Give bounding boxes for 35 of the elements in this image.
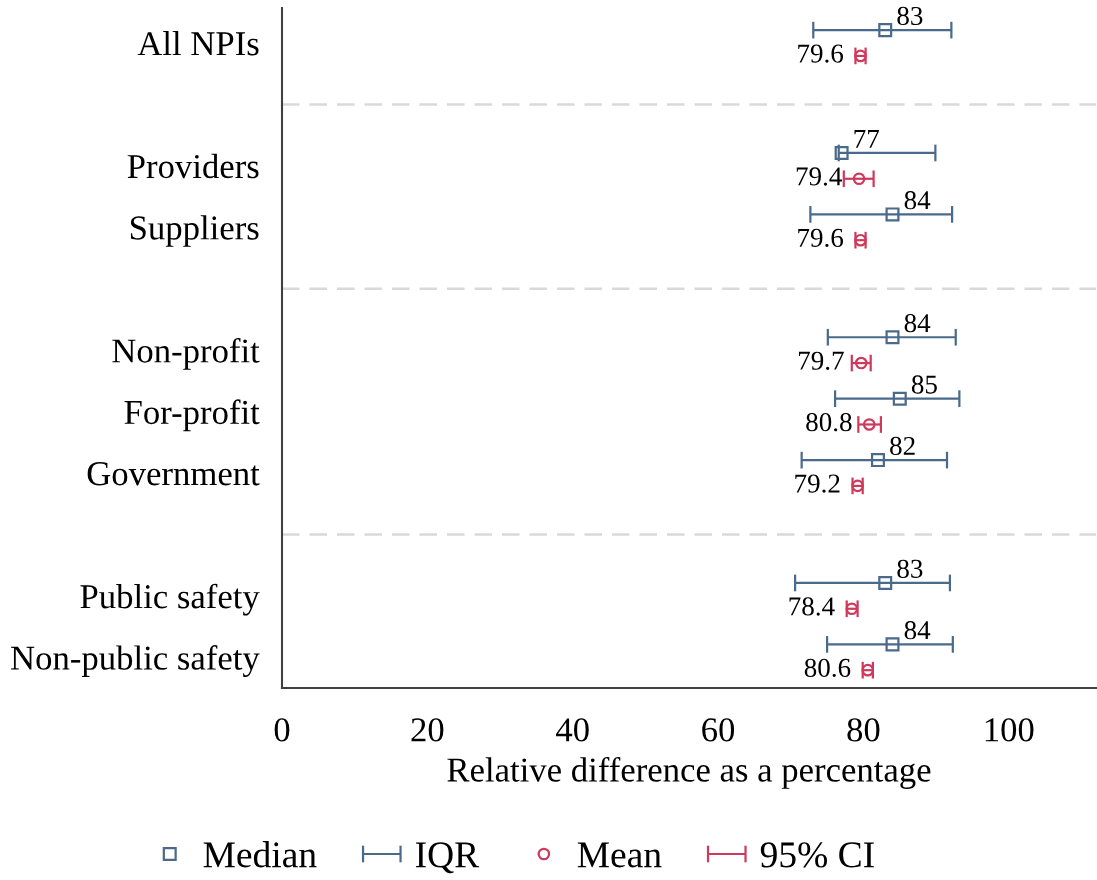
y-tick-label: Providers [127,153,259,179]
data-label: 83 [897,559,923,578]
data-label: 82 [890,436,915,456]
x-tick-label: 100 [985,718,1034,742]
data-label: 84 [904,621,931,640]
data-label: 79.6 [798,228,844,248]
data-label: 79.7 [798,351,844,370]
y-tick-label: For-profit [124,399,260,432]
y-tick-label: Suppliers [130,215,259,247]
y-tick-label: All NPIs [137,30,259,56]
y-tick-label: Public safety [80,583,260,616]
data-label: 79.4 [796,167,842,186]
x-tick-label: 40 [556,718,589,742]
data-label: 79.6 [798,44,844,63]
data-label: 77 [854,129,880,148]
data-label: 80.6 [804,658,851,678]
legend-label: Median [203,841,317,868]
data-label: 84 [904,191,931,210]
x-tick-label: 0 [274,718,290,742]
y-tick-label: Non-public safety [11,645,260,677]
data-label: 83 [897,6,923,26]
data-label: 80.8 [806,412,852,432]
x-tick-label: 60 [702,718,735,742]
x-tick-label: 80 [847,718,880,742]
x-tick-label: 20 [411,718,444,742]
legend-label: Mean [577,842,662,868]
legend-label: 95% CI [760,842,874,868]
data-label: 84 [904,313,931,333]
legend-label: IQR [415,842,480,874]
y-tick-label: Non-profit [112,337,260,370]
y-tick-label: Government [87,462,260,486]
data-label: 79.2 [795,474,840,493]
x-axis-title: Relative difference as a percentage [447,756,931,789]
data-label: 85 [911,375,937,394]
data-label: 78.4 [789,597,835,616]
